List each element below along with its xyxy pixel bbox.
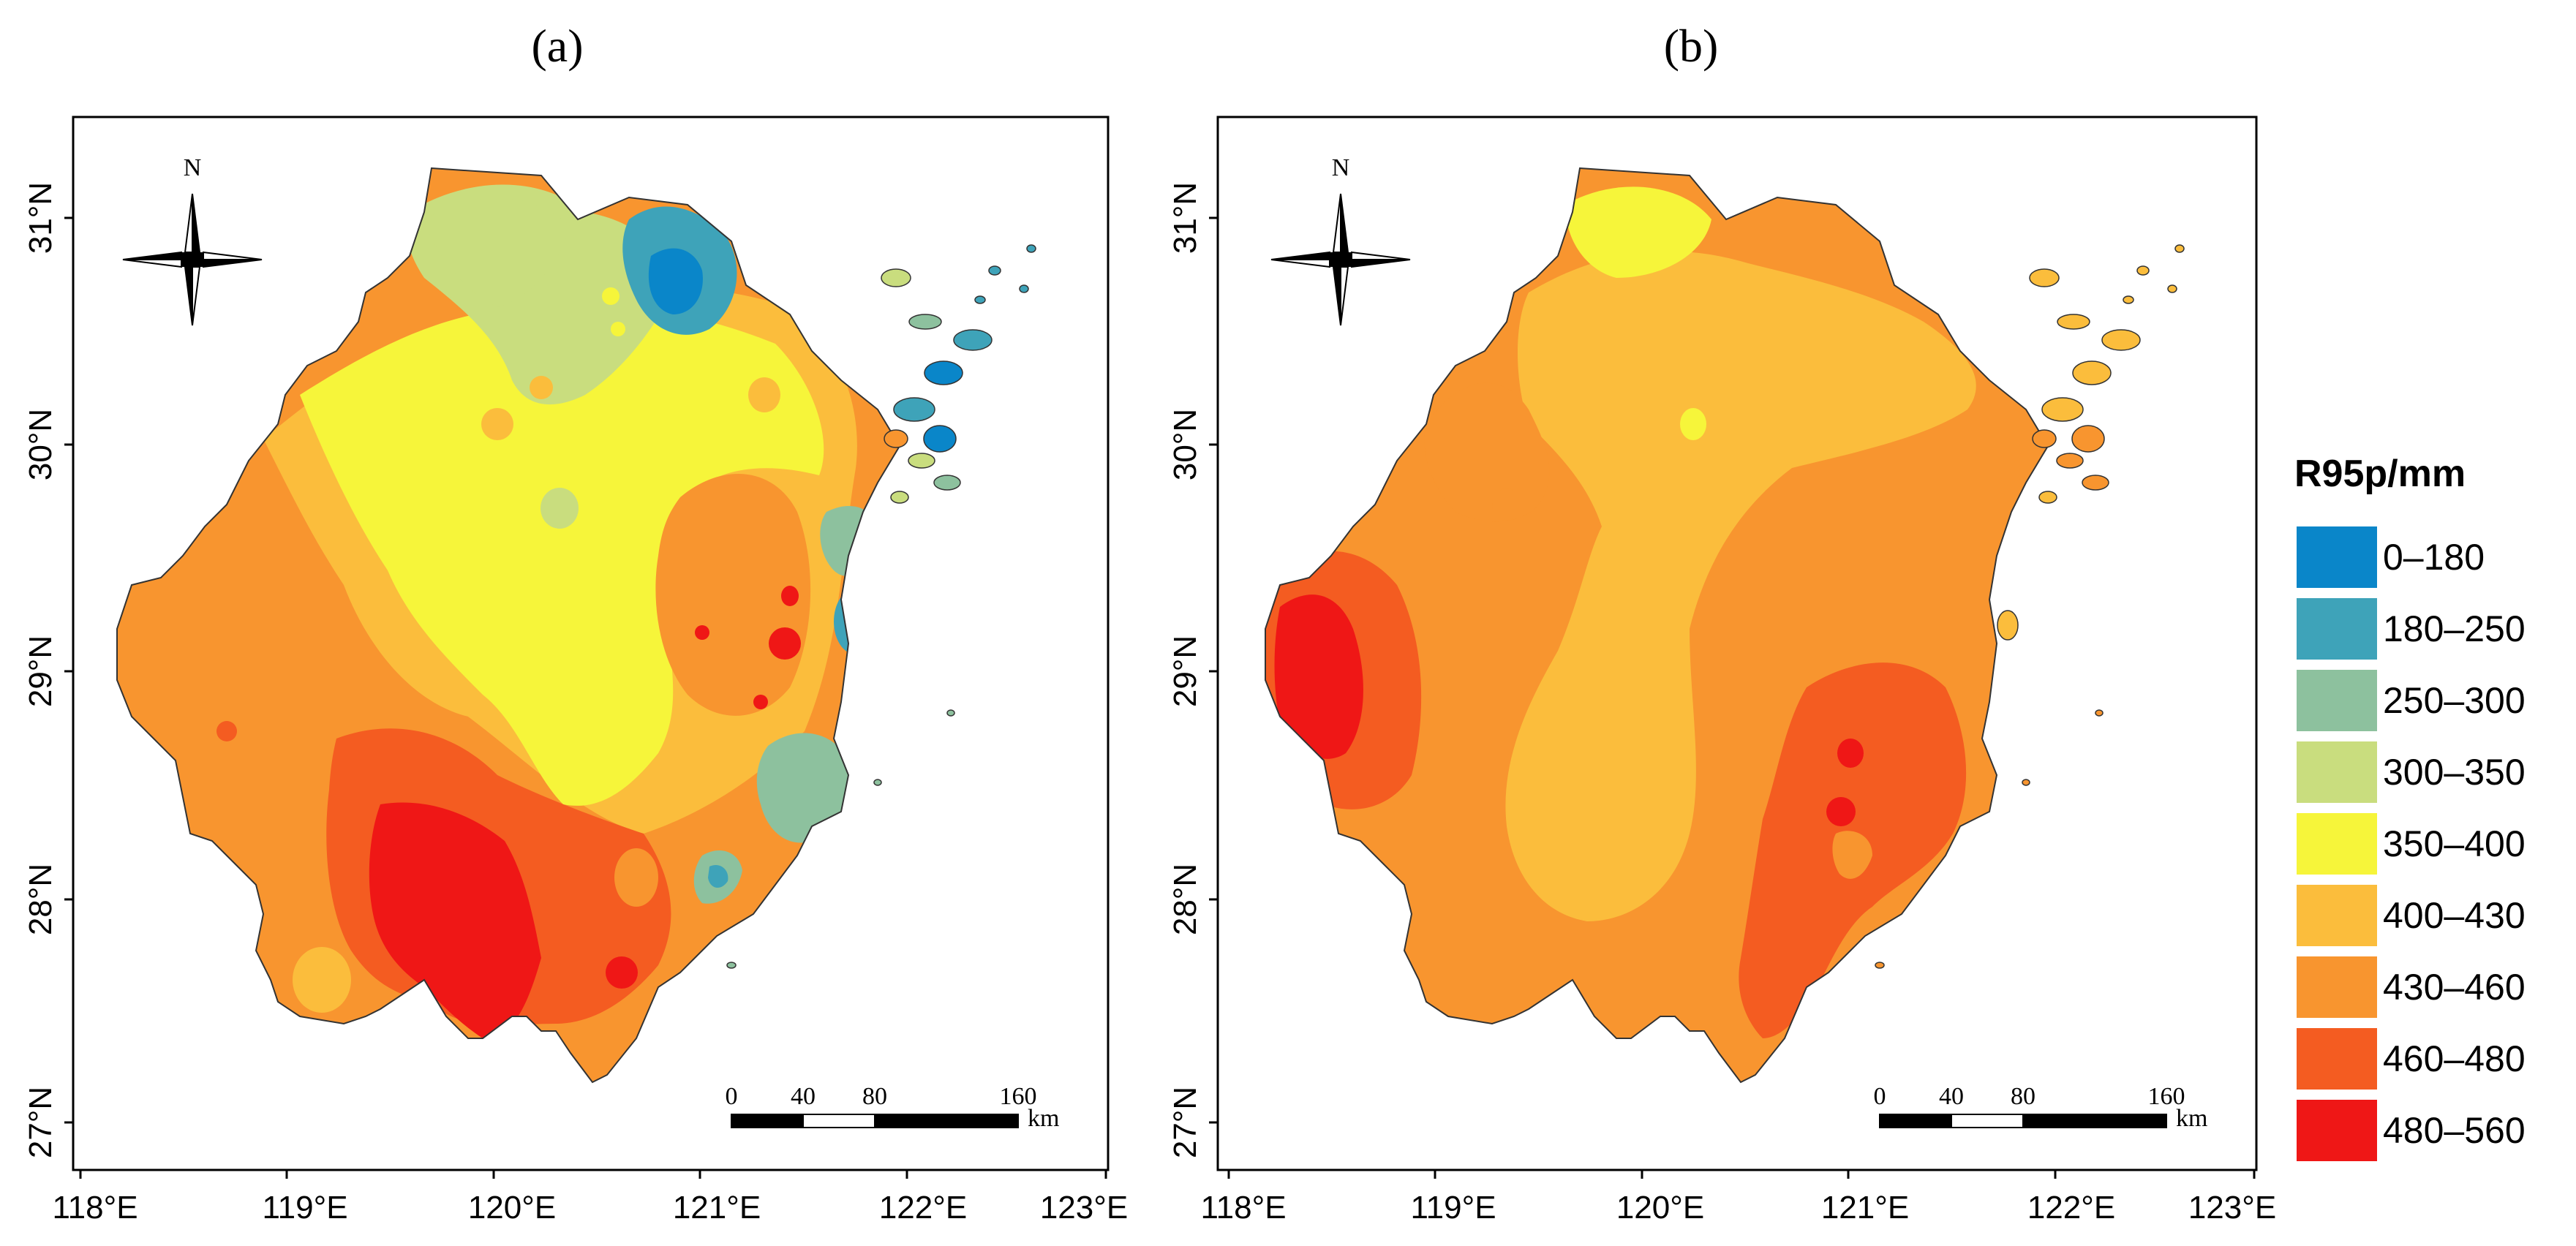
- x-tick-a: 121°E: [673, 1190, 761, 1226]
- x-axis-a: 118°E 119°E 120°E 121°E 122°E 123°E: [52, 1170, 1128, 1226]
- y-tick-b: 27°N: [1167, 1087, 1203, 1158]
- north-label-a: N: [184, 154, 202, 181]
- north-arrow-b: N: [1270, 154, 1411, 326]
- legend-swatch: [2297, 1100, 2377, 1161]
- legend: R95p/mm 0–180 180–250 250–300 300–350 350–40…: [2294, 453, 2526, 1161]
- scale-unit-a: km: [1028, 1105, 1059, 1132]
- legend-swatch: [2297, 526, 2377, 588]
- legend-swatch: [2297, 956, 2377, 1018]
- legend-label: 0–180: [2383, 537, 2485, 578]
- y-tick-a: 31°N: [23, 182, 59, 254]
- legend-label: 300–350: [2383, 752, 2526, 793]
- y-tick-a: 28°N: [23, 864, 59, 935]
- legend-label: 460–480: [2383, 1038, 2526, 1079]
- x-tick-a: 119°E: [262, 1190, 347, 1226]
- x-tick-b: 122°E: [2027, 1190, 2115, 1226]
- x-tick-a: 120°E: [468, 1190, 556, 1226]
- panel-b: (b): [1167, 20, 2276, 1226]
- scale-mark-80-a: 80: [862, 1083, 887, 1110]
- x-tick-b: 120°E: [1616, 1190, 1704, 1226]
- legend-label: 480–560: [2383, 1110, 2526, 1151]
- scale-mark-40-a: 40: [791, 1083, 816, 1110]
- scale-mark-80-b: 80: [2011, 1083, 2035, 1110]
- x-tick-b: 118°E: [1200, 1190, 1286, 1226]
- north-arrow-a: N: [122, 154, 263, 326]
- x-tick-a: 122°E: [879, 1190, 967, 1226]
- legend-swatch: [2297, 813, 2377, 875]
- y-tick-b: 29°N: [1167, 635, 1203, 707]
- legend-label: 180–250: [2383, 608, 2526, 649]
- scale-mark-0-b: 0: [1874, 1083, 1886, 1110]
- legend-swatch: [2297, 1028, 2377, 1090]
- y-tick-b: 30°N: [1167, 409, 1203, 480]
- y-tick-a: 29°N: [23, 635, 59, 707]
- legend-label: 250–300: [2383, 680, 2526, 721]
- legend-label: 430–460: [2383, 967, 2526, 1008]
- x-tick-b: 123°E: [2188, 1190, 2276, 1226]
- x-tick-a: 118°E: [52, 1190, 138, 1226]
- scale-bar-a: 0 40 80 160 km: [726, 1083, 1060, 1132]
- legend-label: 400–430: [2383, 895, 2526, 936]
- panel-a: (a): [23, 20, 1128, 1226]
- scale-unit-b: km: [2176, 1105, 2207, 1132]
- scale-mark-0-a: 0: [726, 1083, 738, 1110]
- panel-a-label: (a): [531, 20, 583, 72]
- y-tick-b: 31°N: [1167, 182, 1203, 254]
- legend-title: R95p/mm: [2294, 453, 2466, 495]
- x-axis-b: 118°E 119°E 120°E 121°E 122°E 123°E: [1200, 1170, 2276, 1226]
- scale-mark-160-b: 160: [2148, 1083, 2185, 1110]
- y-axis-b: 27°N 28°N 29°N 30°N 31°N: [1167, 182, 1218, 1158]
- scale-bar-b: 0 40 80 160 km: [1874, 1083, 2208, 1132]
- x-tick-b: 119°E: [1410, 1190, 1496, 1226]
- north-label-b: N: [1332, 154, 1350, 181]
- scale-mark-40-b: 40: [1939, 1083, 1964, 1110]
- scale-mark-160-a: 160: [1000, 1083, 1037, 1110]
- legend-label: 350–400: [2383, 823, 2526, 864]
- y-tick-a: 27°N: [23, 1087, 59, 1158]
- legend-swatch: [2297, 741, 2377, 803]
- legend-swatch: [2297, 670, 2377, 731]
- y-axis-a: 27°N 28°N 29°N 30°N 31°N: [23, 182, 73, 1158]
- legend-items: 0–180 180–250 250–300 300–350 350–400 400–430…: [2297, 526, 2526, 1161]
- x-tick-b: 121°E: [1821, 1190, 1909, 1226]
- x-tick-a: 123°E: [1040, 1190, 1128, 1226]
- y-tick-b: 28°N: [1167, 864, 1203, 935]
- panel-b-label: (b): [1664, 20, 1719, 72]
- legend-swatch: [2297, 885, 2377, 946]
- legend-swatch: [2297, 598, 2377, 660]
- y-tick-a: 30°N: [23, 409, 59, 480]
